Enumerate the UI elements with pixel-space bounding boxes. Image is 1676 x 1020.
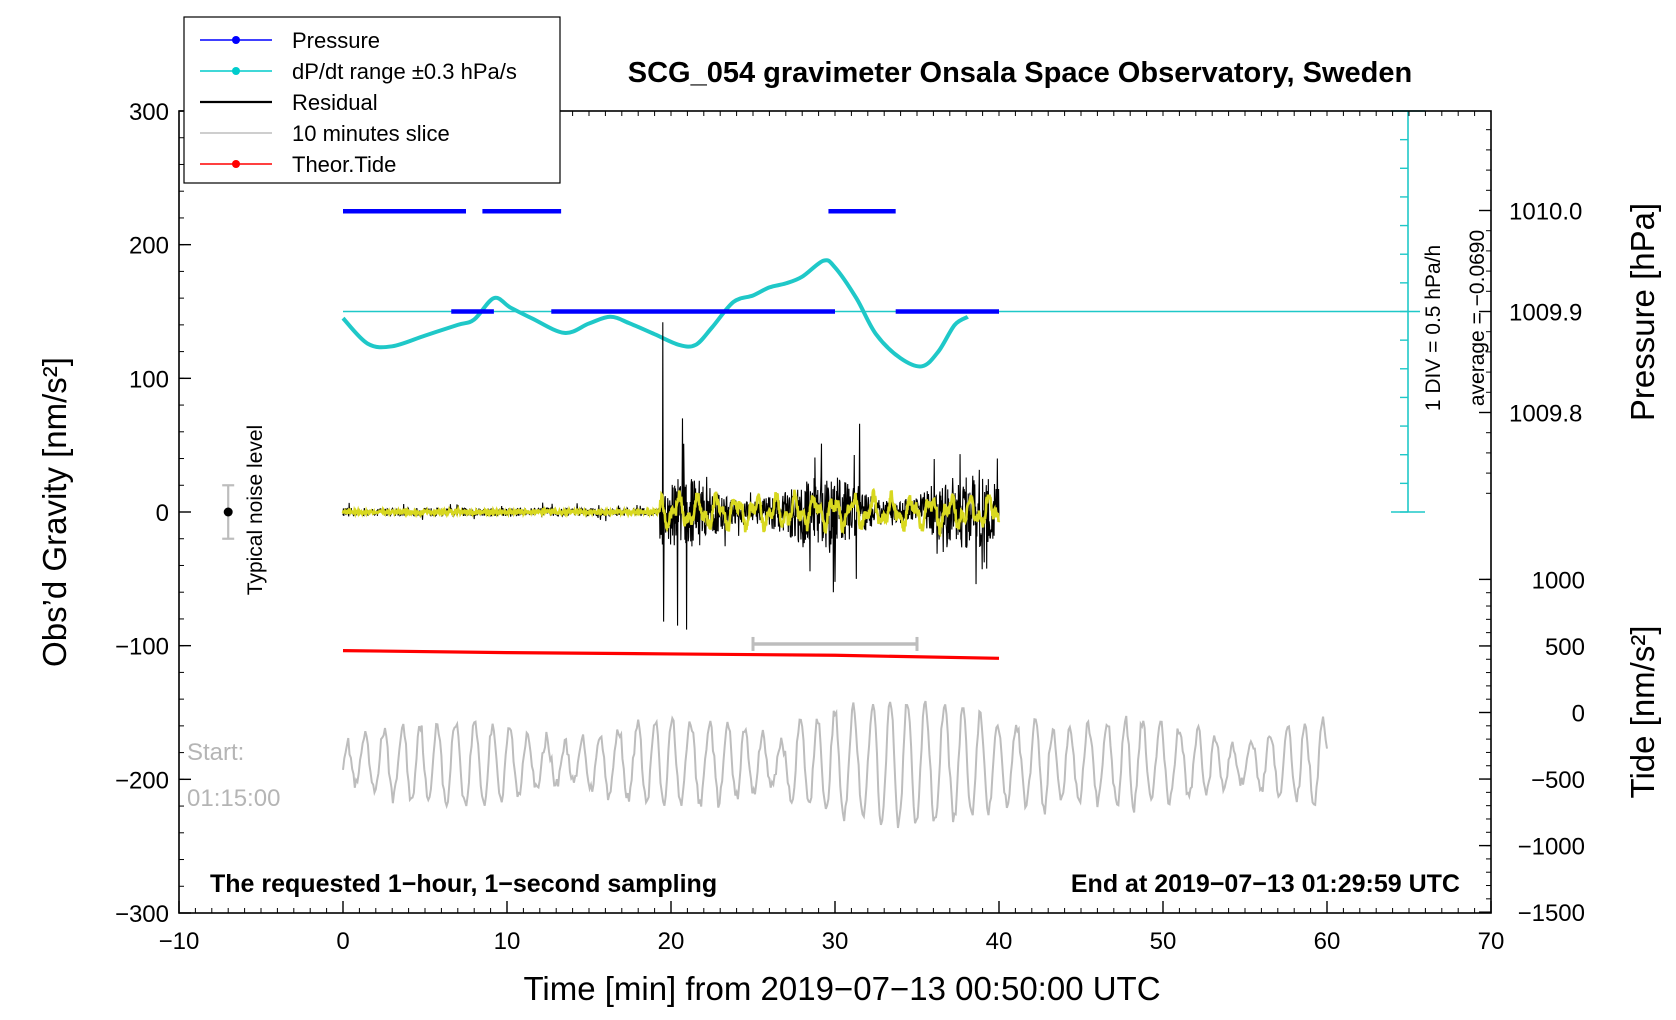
legend-label: Pressure (292, 28, 380, 53)
legend: Pressure dP/dt range ±0.3 hPa/s Residual 10… (183, 16, 561, 184)
tide-tick-label: 0 (1572, 701, 1585, 728)
tide-tick-label: −1500 (1518, 900, 1585, 927)
tide-series (342, 649, 1000, 660)
request-annotation: The requested 1−hour, 1−second sampling (210, 870, 717, 898)
legend-box (183, 16, 561, 184)
axis-layer: −10 0 10 20 30 40 50 60 70−300−200−1000100200300… (36, 99, 1661, 955)
pressure-curve (341, 258, 969, 369)
pressure-average-label: average = −0.0690 (1466, 230, 1489, 406)
x-axis-label: Time [min] from 2019−07−13 00:50:00 UTC (523, 970, 1160, 1007)
x-tick-label: 20 (658, 928, 685, 955)
legend-label: Theor.Tide (292, 152, 396, 177)
legend-marker (232, 160, 240, 168)
residual-smoothed-series (341, 487, 1001, 538)
slice-start-time: 01:15:00 (187, 785, 280, 812)
pressure-tick-label: 1010.0 (1509, 199, 1582, 226)
legend-label: 10 minutes slice (292, 121, 450, 146)
x-tick-label: 60 (1314, 928, 1341, 955)
tide-tick-label: −1000 (1518, 834, 1585, 861)
pressure-tick-label: 1009.9 (1509, 300, 1582, 327)
y-tick-label: 200 (129, 233, 169, 260)
y-tick-label: 0 (156, 500, 169, 527)
x-tick-label: −10 (159, 928, 200, 955)
pressure-axis-label: Pressure [hPa] (1624, 203, 1661, 421)
tide-axis-label: Tide [nm/s²] (1624, 626, 1661, 799)
slice-start-label: Start: (187, 739, 244, 766)
chart-title: SCG_054 gravimeter Onsala Space Observat… (628, 57, 1412, 89)
noise-level-label: Typical noise level (244, 425, 267, 595)
tide-tick-label: 500 (1545, 634, 1585, 661)
x-tick-label: 40 (986, 928, 1013, 955)
legend-marker (232, 67, 240, 75)
plot-layer: 1 DIV = 0.5 hPa/h average = −0.0690 Typica… (222, 110, 1489, 829)
pressure-tick-label: 1009.8 (1509, 401, 1582, 428)
x-tick-label: 70 (1478, 928, 1505, 955)
tide-tick-label: 1000 (1532, 567, 1585, 594)
tide-tick-label: −500 (1531, 767, 1585, 794)
y-tick-label: −200 (115, 767, 169, 794)
slice-series (342, 700, 1328, 829)
legend-label: Residual (292, 90, 378, 115)
y-tick-label: 300 (129, 99, 169, 126)
pressure-scale-label: 1 DIV = 0.5 hPa/h (1422, 245, 1445, 411)
x-tick-label: 10 (494, 928, 521, 955)
legend-items: Pressure dP/dt range ±0.3 hPa/s Residual 10… (200, 28, 517, 177)
end-annotation: End at 2019−07−13 01:29:59 UTC (1071, 870, 1460, 898)
noise-level-dot (223, 507, 233, 517)
legend-label: dP/dt range ±0.3 hPa/s (292, 59, 517, 84)
y-tick-label: −100 (115, 634, 169, 661)
y-axis-label: Obs’d Gravity [nm/s²] (36, 357, 73, 667)
y-tick-label: −300 (115, 901, 169, 928)
x-tick-label: 0 (336, 928, 349, 955)
x-tick-label: 50 (1150, 928, 1177, 955)
legend-marker (232, 36, 240, 44)
x-tick-label: 30 (822, 928, 849, 955)
y-tick-label: 100 (129, 366, 169, 393)
